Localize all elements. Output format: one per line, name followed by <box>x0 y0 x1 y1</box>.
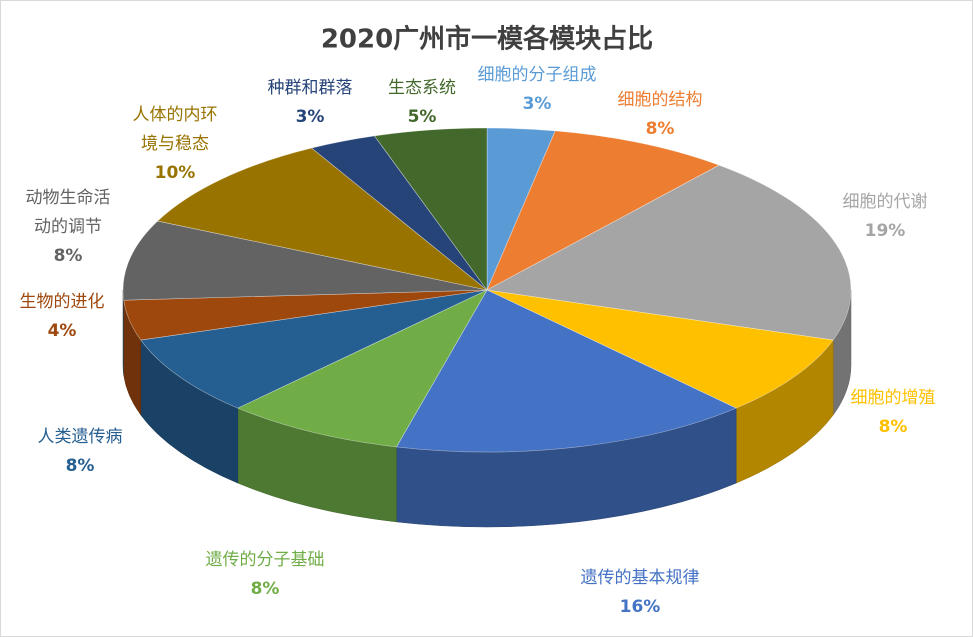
data-label-value: 8% <box>54 246 83 266</box>
data-label-value: 4% <box>48 321 77 341</box>
pie-side <box>122 289 124 376</box>
pie-slice <box>486 164 852 341</box>
pie-slice <box>486 289 834 409</box>
data-label-name: 遗传的基本规律 <box>581 568 700 588</box>
pie-slice <box>122 220 488 301</box>
pie-slice <box>237 289 488 448</box>
pie-slice <box>140 289 488 409</box>
data-label-value: 19% <box>865 221 906 241</box>
chart-title: 2020广州市一模各模块占比 <box>321 24 653 55</box>
data-label-name: 遗传的分子基础 <box>206 550 325 570</box>
data-label-name: 人体的内环境与稳态 <box>133 105 218 154</box>
pie-slice <box>373 127 488 291</box>
data-label-name: 种群和群落 <box>268 78 353 98</box>
data-label-name: 生物的进化 <box>20 292 105 312</box>
pie-slice <box>157 147 488 291</box>
data-label-value: 5% <box>408 107 437 127</box>
label-line: 境与稳态 <box>141 134 209 154</box>
pie-slice <box>486 130 720 291</box>
data-label-name: 动物生命活动的调节 <box>26 188 111 237</box>
data-label-name: 细胞的分子组成 <box>478 65 597 85</box>
data-label-value: 8% <box>251 579 280 599</box>
data-label-name: 人类遗传病 <box>38 427 123 447</box>
data-label-name: 生态系统 <box>388 78 456 98</box>
data-label-value: 10% <box>155 163 196 183</box>
label-line: 人体的内环 <box>133 105 218 125</box>
pie-slice <box>395 289 737 453</box>
data-label-name: 细胞的增殖 <box>851 388 936 408</box>
data-label-name: 细胞的代谢 <box>843 192 928 212</box>
label-line: 动的调节 <box>34 217 102 237</box>
data-label-value: 8% <box>646 119 675 139</box>
data-label-value: 8% <box>879 417 908 437</box>
data-label-name: 细胞的结构 <box>618 90 703 110</box>
data-label-value: 3% <box>523 94 552 114</box>
data-label-value: 3% <box>296 107 325 127</box>
data-label-value: 16% <box>620 597 661 617</box>
label-line: 动物生命活 <box>26 188 111 208</box>
data-label-value: 8% <box>66 456 95 476</box>
